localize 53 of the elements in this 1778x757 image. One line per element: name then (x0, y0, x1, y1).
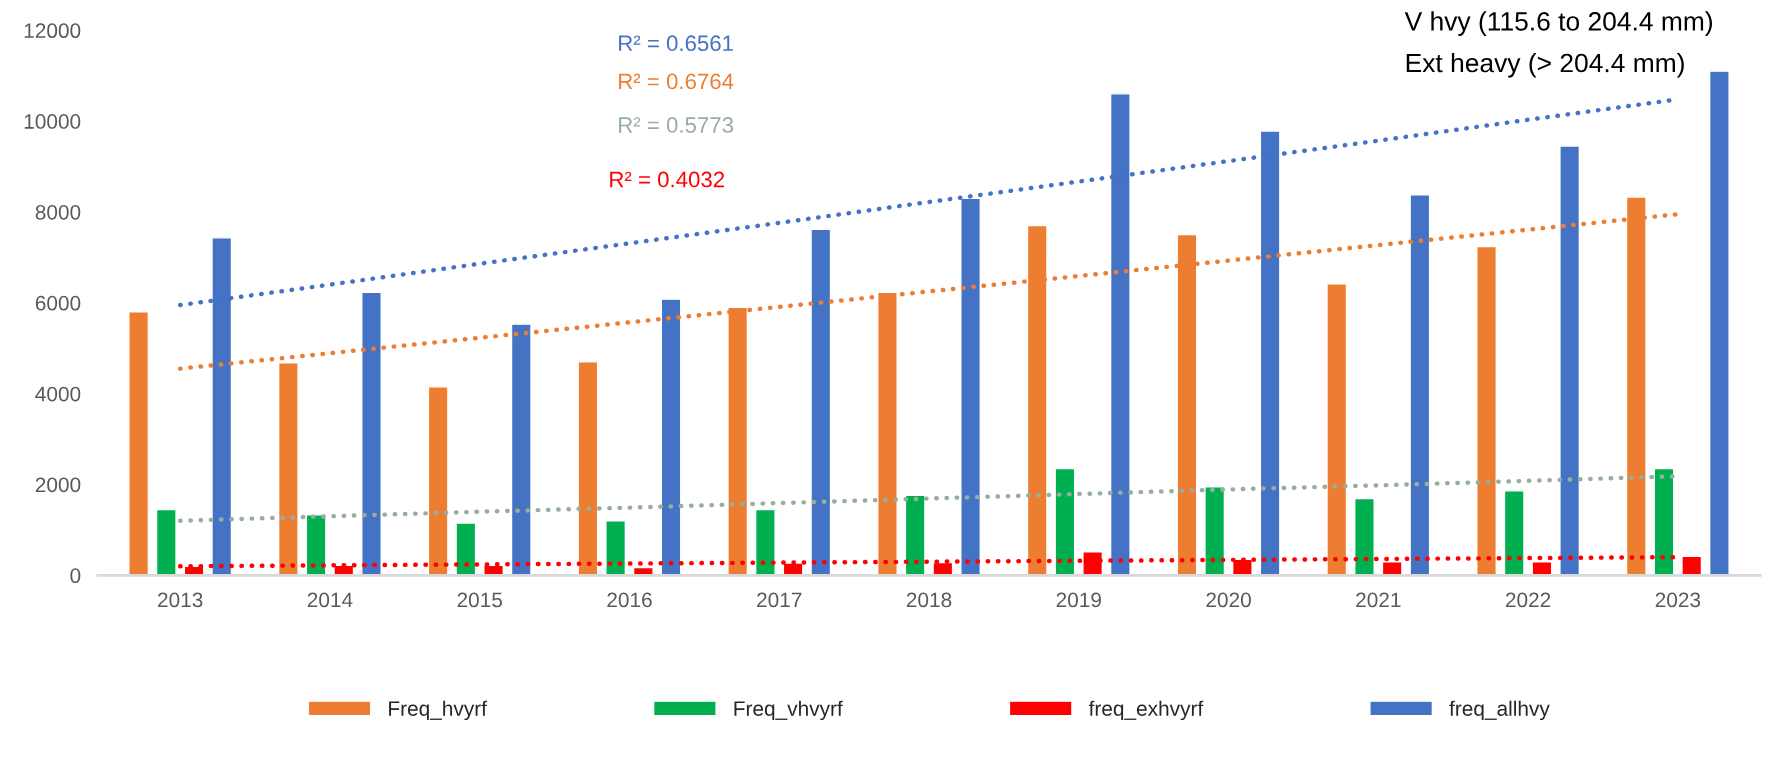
annotation: R² = 0.5773 (619, 117, 734, 133)
bar (155, 508, 177, 576)
bar (510, 323, 532, 576)
bar (427, 386, 449, 576)
bar (128, 311, 150, 576)
x-tick-label: 2016 (607, 592, 652, 608)
x-tick-label: 2019 (1056, 592, 1101, 608)
bar (361, 291, 382, 576)
annotation: R² = 0.6764 (619, 73, 734, 90)
bar (904, 494, 926, 576)
bar (1681, 555, 1703, 576)
bar (605, 520, 627, 576)
x-tick-label: 2017 (757, 592, 802, 608)
annotation: R² = 0.6561 (619, 35, 733, 52)
y-tick-label: 2000 (35, 477, 81, 493)
y-tick-label: 10000 (24, 114, 81, 129)
bar (455, 522, 477, 576)
bar (1559, 145, 1581, 576)
bar (810, 228, 832, 576)
x-tick-label: 2023 (1655, 592, 1701, 608)
legend-label: freq_exhvyrf (1088, 700, 1204, 721)
bar (1204, 486, 1226, 576)
bar (1409, 194, 1431, 576)
x-tick-label: 2018 (906, 592, 952, 608)
bar (305, 514, 327, 576)
bar (1354, 497, 1375, 576)
x-tick-label: 2015 (457, 592, 502, 608)
annotation: R² = 0.4032 (610, 171, 725, 188)
bar (1503, 490, 1525, 576)
x-tick-label: 2021 (1356, 592, 1401, 608)
bar (754, 508, 776, 576)
y-tick-label: 6000 (35, 295, 81, 311)
y-tick-label: 12000 (24, 23, 81, 39)
annotation: V hvy (115.6 to 204.4 mm) (1404, 11, 1712, 36)
bar (1476, 245, 1497, 576)
x-tick-label: 2014 (307, 592, 353, 608)
bar (577, 361, 599, 576)
y-tick-label: 8000 (35, 204, 81, 220)
bar (277, 362, 299, 576)
legend-label: Freq_hvyrf (389, 700, 487, 721)
x-tick-label: 2020 (1206, 592, 1251, 608)
x-tick-label: 2022 (1505, 592, 1551, 608)
bar (1054, 467, 1076, 576)
bar (1708, 70, 1730, 576)
bar (1653, 467, 1675, 576)
y-tick-label: 4000 (35, 386, 81, 402)
legend-label: Freq_vhvyrf (734, 700, 843, 721)
x-tick-label: 2013 (158, 592, 203, 608)
legend-label: freq_allhvy (1449, 700, 1550, 721)
bar (1326, 283, 1348, 576)
y-tick-label: 0 (70, 568, 81, 584)
annotation: Ext heavy (> 204.4 mm) (1406, 52, 1684, 78)
bar (660, 298, 682, 576)
